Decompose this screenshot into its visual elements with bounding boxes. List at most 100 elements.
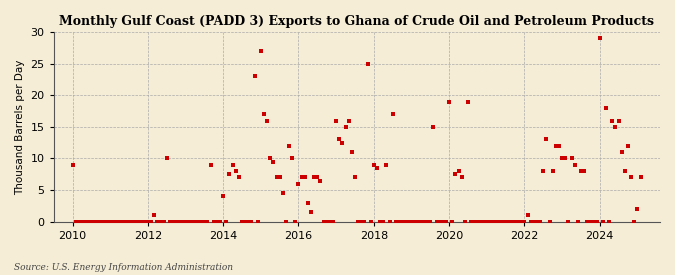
Point (80, 219, 90, 224)
Title: Monthly Gulf Coast (PADD 3) Exports to Ghana of Crude Oil and Petroleum Products: Monthly Gulf Coast (PADD 3) Exports to G… (59, 15, 654, 28)
Point (431, 219, 442, 224)
Point (142, 219, 153, 224)
Point (437, 219, 448, 224)
Point (224, 172, 235, 177)
Point (519, 219, 530, 224)
Point (390, 219, 401, 224)
Point (190, 219, 200, 224)
Point (102, 219, 113, 224)
Point (230, 169, 241, 173)
Point (541, 137, 551, 142)
Point (369, 163, 379, 167)
Point (308, 175, 319, 180)
Point (268, 160, 279, 164)
Point (274, 175, 285, 180)
Point (418, 219, 429, 224)
Point (406, 219, 417, 224)
Point (221, 219, 232, 224)
Point (601, 106, 612, 110)
Point (114, 219, 125, 224)
Point (155, 219, 166, 224)
Point (535, 219, 545, 224)
Point (620, 169, 630, 173)
Point (469, 219, 480, 224)
Point (199, 219, 210, 224)
Point (321, 219, 332, 224)
Point (453, 169, 464, 173)
Point (472, 219, 483, 224)
Point (312, 175, 323, 180)
Point (108, 219, 119, 224)
Point (563, 219, 574, 224)
Point (443, 99, 454, 104)
Point (513, 219, 524, 224)
Point (95, 219, 106, 224)
Point (381, 163, 392, 167)
Point (331, 118, 342, 123)
Point (99, 219, 109, 224)
Point (538, 169, 549, 173)
Point (234, 175, 244, 180)
Point (249, 74, 260, 78)
Point (255, 49, 266, 53)
Point (293, 182, 304, 186)
Point (161, 156, 172, 161)
Point (497, 219, 508, 224)
Point (192, 219, 203, 224)
Point (525, 219, 536, 224)
Point (86, 219, 97, 224)
Point (554, 144, 564, 148)
Point (196, 219, 207, 224)
Point (211, 219, 222, 224)
Point (532, 219, 543, 224)
Point (105, 219, 115, 224)
Point (610, 125, 621, 129)
Point (133, 219, 144, 224)
Point (281, 219, 292, 224)
Point (378, 219, 389, 224)
Point (466, 219, 477, 224)
Point (165, 219, 176, 224)
Point (409, 219, 420, 224)
Point (441, 219, 452, 224)
Point (613, 118, 624, 123)
Point (434, 219, 445, 224)
Point (327, 219, 338, 224)
Point (626, 175, 637, 180)
Point (481, 219, 492, 224)
Point (384, 219, 395, 224)
Point (167, 219, 178, 224)
Point (227, 163, 238, 167)
Point (92, 219, 103, 224)
Point (237, 219, 248, 224)
Point (215, 219, 225, 224)
Point (485, 219, 495, 224)
Point (124, 219, 134, 224)
Point (121, 219, 132, 224)
Point (544, 219, 555, 224)
Point (300, 175, 310, 180)
Point (271, 175, 282, 180)
Point (510, 219, 520, 224)
Point (252, 219, 263, 224)
Point (290, 219, 301, 224)
Point (70, 219, 81, 224)
Point (632, 207, 643, 211)
Point (302, 200, 313, 205)
Point (209, 219, 219, 224)
Point (547, 169, 558, 173)
Point (450, 172, 461, 177)
Point (183, 219, 194, 224)
Point (566, 156, 577, 161)
Point (491, 219, 502, 224)
Point (629, 219, 640, 224)
Point (622, 144, 633, 148)
Point (325, 219, 335, 224)
Point (356, 219, 367, 224)
Point (607, 118, 618, 123)
Point (359, 219, 370, 224)
Point (371, 166, 382, 170)
Point (462, 99, 473, 104)
Point (635, 175, 646, 180)
Point (550, 144, 561, 148)
